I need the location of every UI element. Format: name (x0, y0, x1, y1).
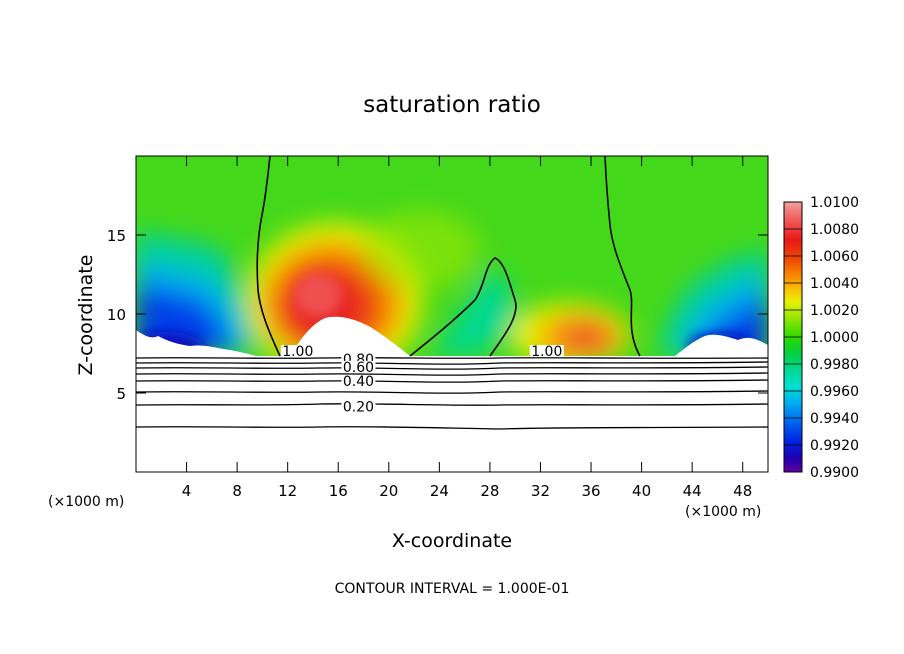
contour-line-1-00-right (604, 156, 641, 357)
y-tick-label: 10 (107, 306, 126, 324)
x-tick-label: 36 (581, 482, 600, 500)
contour-label: 1.00 (282, 344, 313, 360)
colorbar-label: 1.0080 (810, 222, 859, 238)
x-unit-right: (×1000 m) (685, 504, 761, 520)
colorbar-label: 0.9940 (810, 411, 859, 427)
chart-title: saturation ratio (363, 92, 541, 118)
x-unit-left: (×1000 m) (48, 494, 124, 510)
contour-label: 0.60 (343, 360, 374, 376)
x-tick-label: 16 (329, 482, 348, 500)
colorbar-label: 1.0040 (810, 276, 859, 292)
x-axis-title: X-coordinate (392, 530, 512, 552)
x-tick-label: 8 (232, 482, 242, 500)
saturated-patch-left (136, 330, 256, 356)
contour-label-bg (341, 400, 376, 413)
y-tick-label: 5 (116, 385, 126, 403)
x-tick-label: 44 (683, 482, 702, 500)
y-tick-label: 15 (107, 227, 126, 245)
y-axis: 5 10 15 (107, 227, 768, 403)
colorbar: 1.0100 1.0080 1.0060 1.0040 1.0020 1.0000 0.99… (783, 195, 859, 481)
contour-label-bg (341, 375, 376, 388)
contour-label-bg (341, 360, 376, 373)
colorbar-label: 1.0020 (810, 303, 859, 319)
plot-area (136, 156, 768, 472)
saturated-patch-center (290, 316, 410, 356)
colorbar-ticks: 1.0100 1.0080 1.0060 1.0040 1.0020 1.0000 0.99… (784, 195, 859, 481)
contour-label-bg (529, 345, 564, 358)
colorbar-label: 0.9980 (810, 357, 859, 373)
colorbar-label: 0.9960 (810, 384, 859, 400)
x-tick-label: 20 (379, 482, 398, 500)
x-tick-label: 48 (733, 482, 752, 500)
colorbar-label: 0.9920 (810, 438, 859, 454)
x-axis: 4 8 12 16 20 24 28 32 36 40 44 48 (182, 156, 752, 500)
x-tick-label: 28 (480, 482, 499, 500)
contour-label: 0.20 (343, 399, 374, 415)
x-tick-label: 40 (632, 482, 651, 500)
saturated-patch-right (675, 334, 768, 356)
colorbar-label: 1.0000 (810, 330, 859, 346)
x-tick-label: 32 (531, 482, 550, 500)
contour-line-1-00-tongue (409, 257, 517, 357)
colorbar-label: 0.9900 (810, 465, 859, 481)
contour-label: 1.00 (531, 344, 562, 360)
x-tick-label: 24 (430, 482, 449, 500)
y-axis-title: Z-coordinate (75, 255, 97, 376)
contour-label: 0.40 (343, 374, 374, 390)
lower-contours (136, 357, 768, 430)
x-tick-label: 12 (278, 482, 297, 500)
contour-label-bg (280, 345, 315, 358)
contour-line-1-00-left (256, 156, 281, 357)
colorbar-label: 1.0060 (810, 249, 859, 265)
colorbar-label: 1.0100 (810, 195, 859, 211)
x-tick-label: 4 (182, 482, 192, 500)
contour-interval-note: CONTOUR INTERVAL = 1.000E-01 (335, 581, 570, 597)
contour-labels: 1.00 0.800.600.400.201.00 (280, 344, 564, 415)
